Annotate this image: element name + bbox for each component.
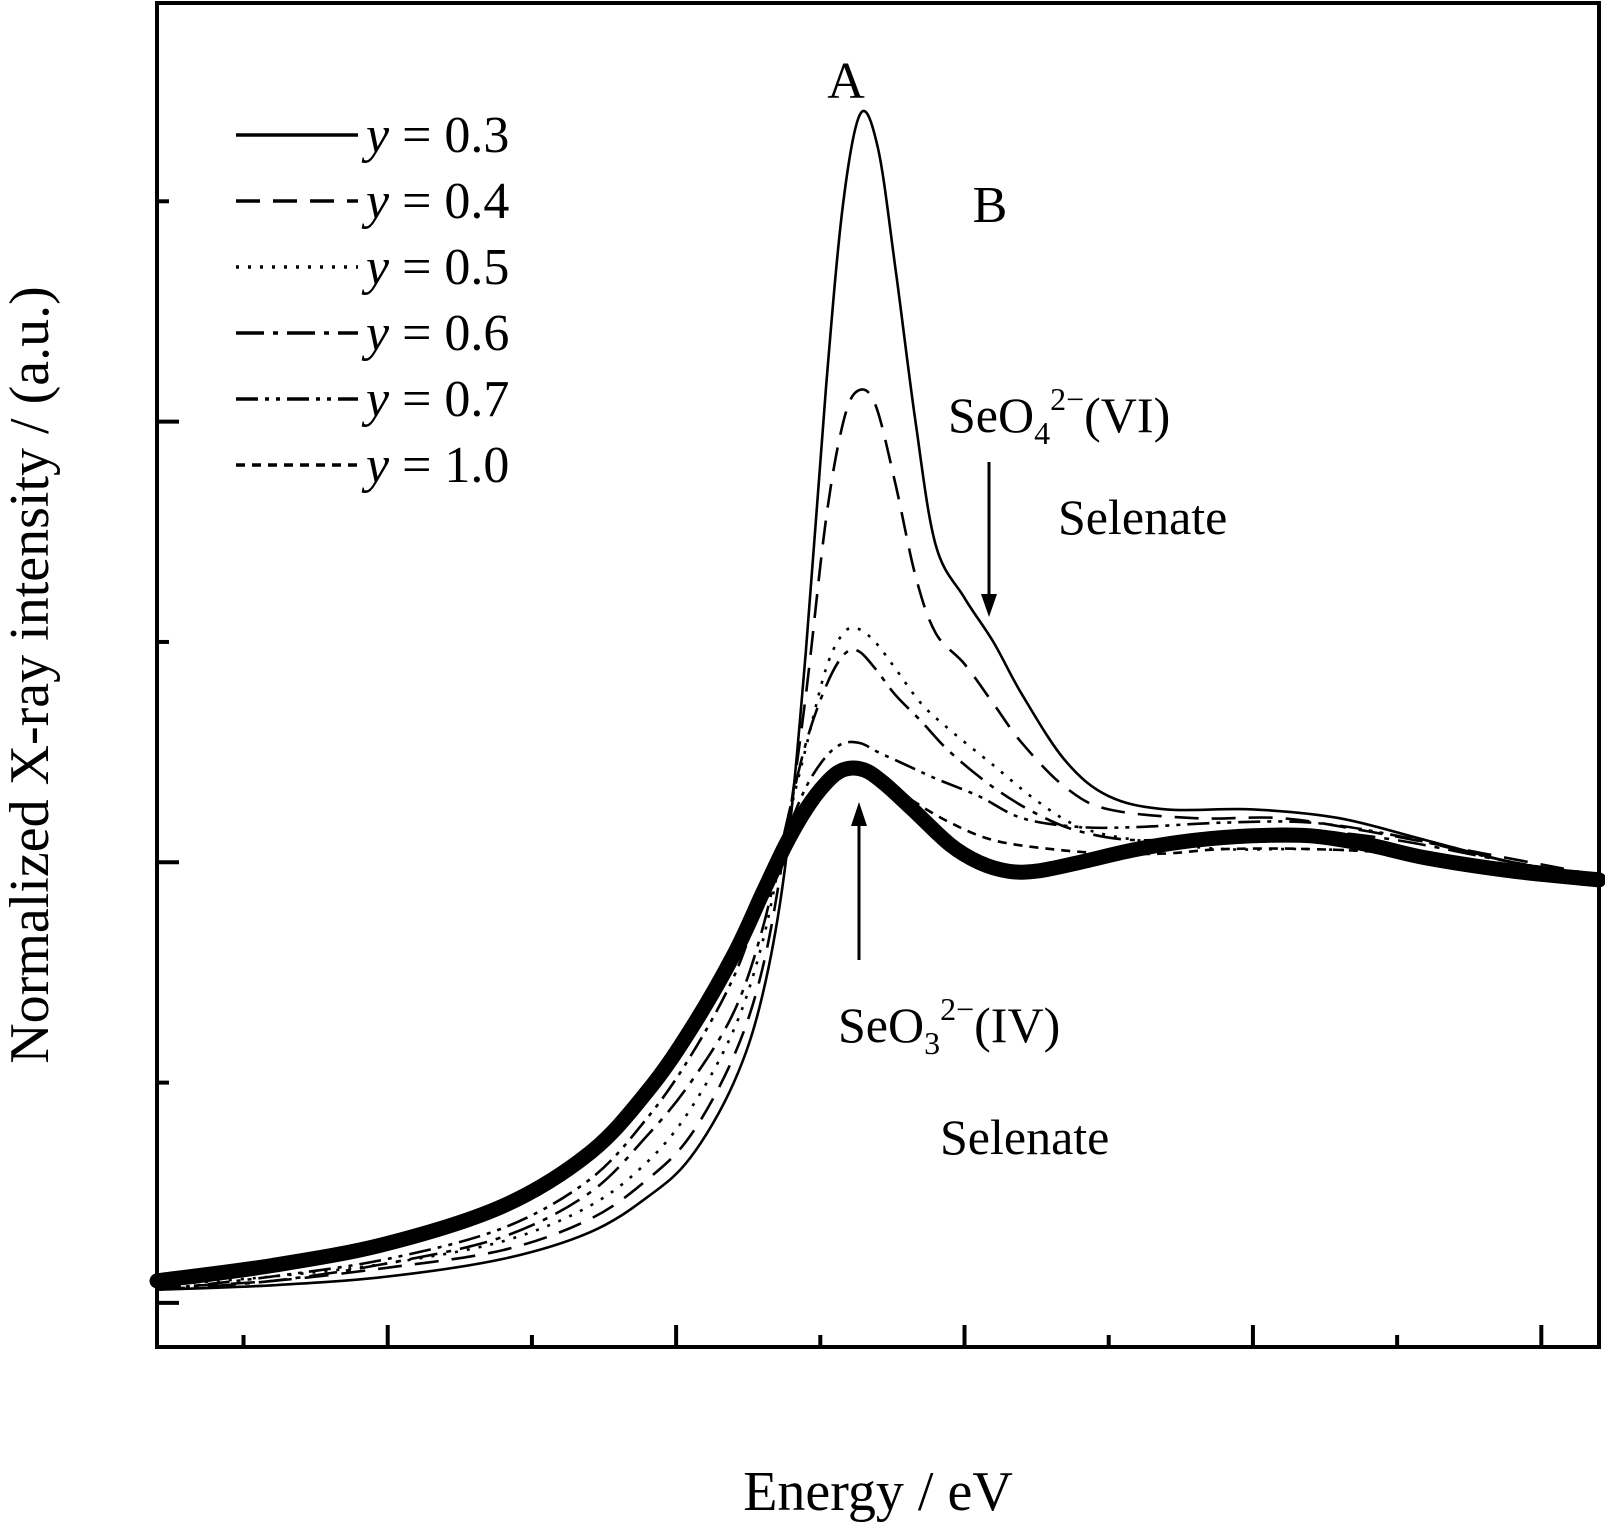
seo4-tail: (VI) — [1084, 387, 1170, 443]
peak-b-label: B — [973, 177, 1008, 234]
legend-eq: = — [389, 173, 444, 230]
seo3-tail: (IV) — [974, 997, 1060, 1053]
legend-entry: y = 0.7 — [361, 371, 509, 428]
legend-entry: y = 0.4 — [361, 173, 509, 230]
x-axis — [241, 1325, 1544, 1347]
legend-value: 0.5 — [444, 239, 509, 296]
series-line-1 — [156, 388, 1600, 1289]
legend-var: y — [361, 173, 390, 230]
annotation-arrows — [851, 462, 997, 960]
legend-var: y — [361, 107, 390, 164]
legend-var: y — [361, 371, 390, 428]
seo3-base: SeO — [838, 997, 924, 1053]
seo4-superscript: 2− — [1050, 381, 1084, 417]
legend-eq: = — [389, 437, 444, 494]
plot-border — [155, 1, 1601, 1349]
selenate-upper-label: Selenate — [1058, 489, 1227, 545]
legend-value: 0.3 — [444, 107, 509, 164]
seo4-subscript: 4 — [1034, 415, 1050, 451]
legend-var: y — [361, 437, 390, 494]
seo3-arrow-head — [851, 802, 867, 826]
peak-a-label: A — [827, 53, 865, 110]
legend-entry: y = 0.6 — [361, 305, 509, 362]
seo3-label: SeO32−(IV) — [838, 991, 1060, 1061]
legend-eq: = — [389, 239, 444, 296]
legend-eq: = — [389, 371, 444, 428]
plot-frame — [155, 1, 1601, 1349]
series-line-0 — [156, 109, 1600, 1291]
y-axis-title: Normalized X-ray intensity / (a.u.) — [0, 286, 61, 1064]
legend-var: y — [361, 305, 390, 362]
y-axis — [157, 199, 179, 1305]
series-layer — [149, 109, 1605, 1291]
legend-eq: = — [389, 107, 444, 164]
seo4-arrow-head — [981, 594, 997, 617]
legend-value: 1.0 — [444, 437, 509, 494]
x-axis-title: Energy / eV — [743, 1461, 1013, 1523]
legend-value: 0.6 — [444, 305, 509, 362]
selenate-lower-label: Selenate — [940, 1109, 1109, 1165]
seo4-base: SeO — [948, 387, 1034, 443]
seo3-superscript: 2− — [940, 991, 974, 1027]
legend-var: y — [361, 239, 390, 296]
seo3-subscript: 3 — [924, 1025, 940, 1061]
legend-entry: y = 0.3 — [361, 107, 509, 164]
series-thick-line — [149, 760, 1605, 1289]
legend-eq: = — [389, 305, 444, 362]
legend-value: 0.4 — [444, 173, 509, 230]
annotations: A B SeO42−(VI) Selenate SeO32−(IV) Selen… — [827, 53, 1227, 1165]
legend-entry: y = 1.0 — [361, 437, 509, 494]
series-line-4 — [156, 740, 1600, 1291]
seo4-label: SeO42−(VI) — [948, 381, 1170, 451]
legend-entry: y = 0.5 — [361, 239, 509, 296]
series-line-5 — [156, 762, 1600, 1283]
legend-value: 0.7 — [444, 371, 509, 428]
legend: y = 0.3y = 0.4y = 0.5y = 0.6y = 0.7y = 1… — [236, 107, 509, 494]
